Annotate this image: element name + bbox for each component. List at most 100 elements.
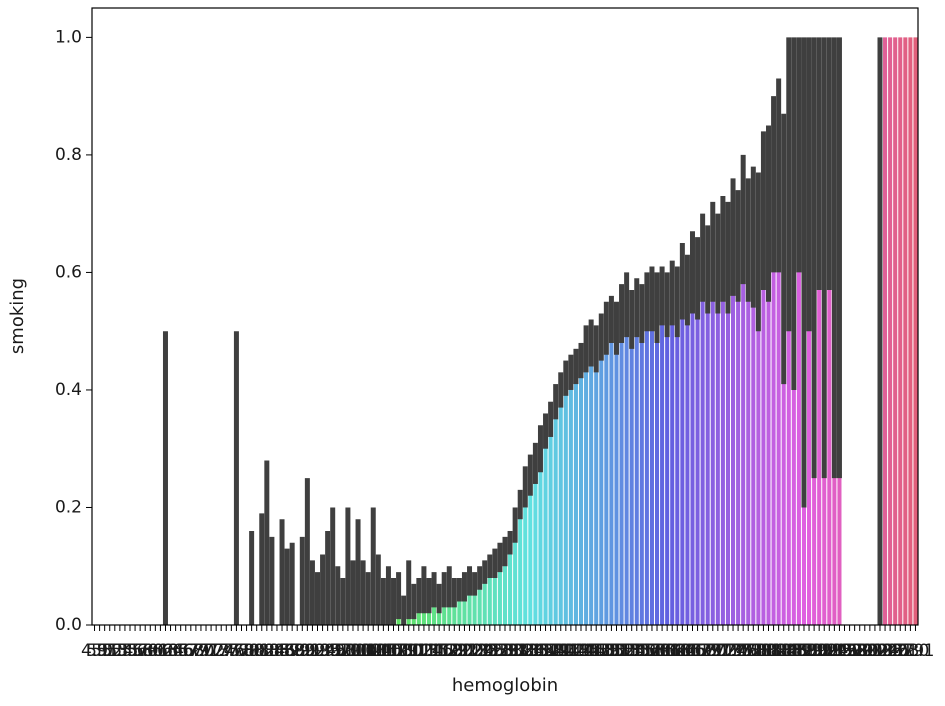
x-tick-label: 5.0 [86,641,113,661]
x-tick-label: 19.9 [836,641,874,661]
x-tick-label: 14.1 [542,641,580,661]
y-tick-label: 0.6 [55,262,82,282]
x-tick-label: 15.9 [633,641,671,661]
x-tick-label: 13.0 [486,641,524,661]
bar [634,307,639,625]
x-tick-label: 21.1 [897,641,935,661]
bar [462,589,467,625]
bar [538,448,543,625]
x-tick-label: 16.5 [663,641,701,661]
x-tick-label: 16.3 [653,641,691,661]
x-tick-label: 7.1 [192,641,219,661]
bar [736,248,741,625]
y-tick-label: 0.4 [55,380,82,400]
bar [654,307,660,625]
bar [746,243,751,626]
x-tick-label: 12.1 [440,641,478,661]
x-tick-label: 20.2 [851,641,889,661]
bar [680,284,685,625]
bar [761,207,766,626]
bar [705,272,710,625]
bar [589,342,594,625]
bar [533,466,538,625]
bar [609,319,614,625]
bar [553,401,558,625]
bar [690,272,695,625]
x-tick-label: 9.7 [324,641,351,661]
x-tick-label: 14.3 [552,641,590,661]
x-tick-label: 12.8 [476,641,514,661]
y-tick-label: 0.8 [55,145,82,165]
x-tick-label: 9.5 [314,641,341,661]
bar [619,313,624,625]
x-tick-label: 9.1 [294,641,321,661]
x-tick-label: 7.2 [198,641,225,661]
bar [584,348,589,625]
x-tick-label: 15.0 [587,641,625,661]
x-tick-label: 16.7 [674,641,712,661]
x-tick-label: 20.8 [881,641,919,661]
bar [482,572,487,625]
x-tick-label: 15.4 [608,641,646,661]
x-tick-label: 8.9 [284,641,311,661]
x-tick-label: 10.8 [375,641,413,661]
x-tick-label: 18.5 [765,641,803,661]
bar [502,554,508,625]
x-tick-label: 9.0 [289,641,316,661]
x-tick-label: 9.9 [334,641,361,661]
bar [543,431,548,625]
x-tick-label: 6.7 [172,641,199,661]
x-tick-label: 16.0 [638,641,676,661]
x-tick-label: 10.5 [359,641,397,661]
x-tick-label: 9.8 [329,641,356,661]
bar [563,378,568,625]
x-tick-label: 8.3 [253,641,280,661]
x-tick-label: 17.4 [709,641,747,661]
x-tick-label: 20.0 [841,641,879,661]
x-tick-label: 18.6 [770,641,808,661]
bar [781,248,786,625]
x-tick-label: 9.6 [319,641,346,661]
x-tick-label: 6.5 [162,641,189,661]
x-tick-label: 12.2 [446,641,484,661]
x-tick-label: 19.0 [790,641,828,661]
bar [883,37,888,625]
x-tick-label: 6.8 [177,641,204,661]
bar [827,166,832,625]
bar [578,360,584,625]
x-tick-label: 14.2 [547,641,585,661]
y-tick-label: 0.0 [55,615,82,635]
x-tick-label: 18.8 [780,641,818,661]
x-tick-label: 19.6 [821,641,859,661]
x-tick-label: 14.7 [572,641,610,661]
x-tick-label: 9.4 [309,641,336,661]
x-tick-label: 20.3 [856,641,894,661]
bar [629,319,634,625]
x-tick-label: 11.9 [430,641,468,661]
x-tick-label: 13.3 [501,641,539,661]
x-tick-label: 14.4 [557,641,595,661]
bar [660,295,665,625]
x-tick-label: 19.1 [795,641,833,661]
x-tick-label: 17.7 [724,641,762,661]
x-tick-label: 12.3 [451,641,489,661]
x-tick-label: 12.0 [435,641,473,661]
bar [508,542,513,625]
bar [796,143,801,625]
bar [644,301,649,625]
x-tick-label: 6.1 [142,641,169,661]
x-tick-label: 8.8 [279,641,306,661]
bar [685,290,690,625]
bar [908,37,913,625]
x-tick-label: 18.7 [775,641,813,661]
x-tick-label: 17.0 [689,641,727,661]
x-tick-label: 15.2 [598,641,636,661]
x-tick-label: 12.7 [471,641,509,661]
plot-frame [91,7,919,626]
x-tick-label: 14.0 [537,641,575,661]
x-tick-label: 14.8 [577,641,615,661]
bar [452,595,457,625]
bar [720,254,725,626]
x-tick-label: 5.8 [127,641,154,661]
bar [477,577,482,625]
